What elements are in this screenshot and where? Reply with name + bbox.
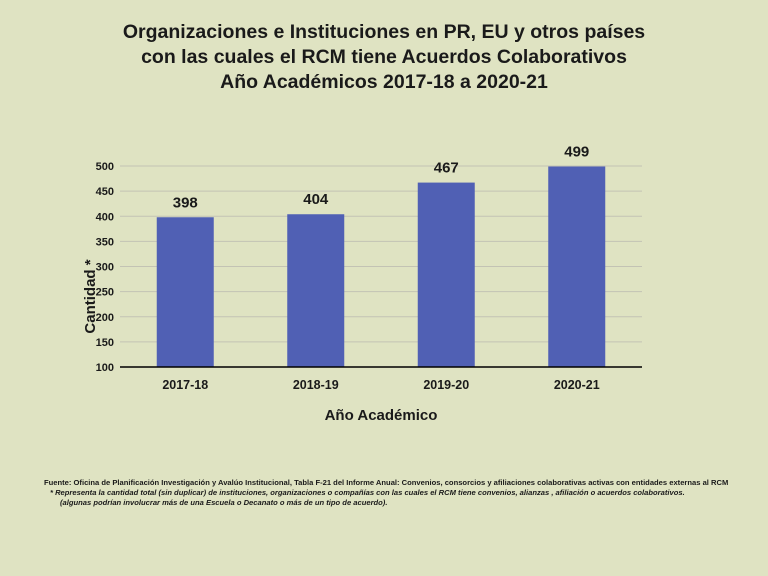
footnote: * Representa la cantidad total (sin dupl… <box>50 488 685 497</box>
bar-2018-19 <box>287 214 345 367</box>
y-tick-label: 500 <box>96 161 114 173</box>
x-tick-label: 2019-20 <box>423 378 469 392</box>
y-tick-label: 400 <box>96 211 114 223</box>
bar-chart: 398 404 467 499 100 150 200 250 300 350 400 450 500… <box>82 144 642 424</box>
y-tick-label: 200 <box>96 312 114 324</box>
x-axis-label: Año Académico <box>325 407 438 424</box>
chart-title: Organizaciones e Instituciones en PR, EU… <box>0 20 768 95</box>
bar-2020-21 <box>548 166 606 367</box>
y-tick-label: 150 <box>96 337 114 349</box>
bar-value-label: 499 <box>564 144 589 161</box>
bar-2017-18 <box>156 217 214 367</box>
x-tick-labels: 2017-18 2018-19 2019-20 2020-21 <box>162 378 599 392</box>
y-tick-label: 450 <box>96 186 114 198</box>
y-axis-label: Cantidad * <box>82 259 99 333</box>
y-tick-label: 300 <box>96 262 114 274</box>
y-tick-label: 250 <box>96 287 114 299</box>
source-note: Fuente: Oficina de Planificación Investi… <box>44 478 729 487</box>
bar-value-label: 398 <box>173 194 198 211</box>
x-tick-label: 2017-18 <box>162 378 208 392</box>
bar-value-label: 404 <box>303 191 329 208</box>
y-tick-label: 350 <box>96 236 114 248</box>
bar-value-label: 467 <box>434 160 459 177</box>
footnote-continuation: (algunas podrían involucrar más de una E… <box>60 498 388 507</box>
bar-data-labels: 398 404 467 499 <box>173 144 590 212</box>
bar-2019-20 <box>417 182 475 367</box>
y-tick-label: 100 <box>96 362 114 374</box>
bars <box>156 166 606 367</box>
chart-title-line-3: Año Académicos 2017-18 a 2020-21 <box>220 71 548 93</box>
x-tick-label: 2020-21 <box>554 378 600 392</box>
y-tick-labels: 100 150 200 250 300 350 400 450 500 <box>96 161 114 374</box>
chart-title-line-2: con las cuales el RCM tiene Acuerdos Col… <box>141 46 627 68</box>
chart-title-line-1: Organizaciones e Instituciones en PR, EU… <box>122 21 646 43</box>
chart-notes: Fuente: Oficina de Planificación Investi… <box>44 478 744 508</box>
x-tick-label: 2018-19 <box>293 378 339 392</box>
